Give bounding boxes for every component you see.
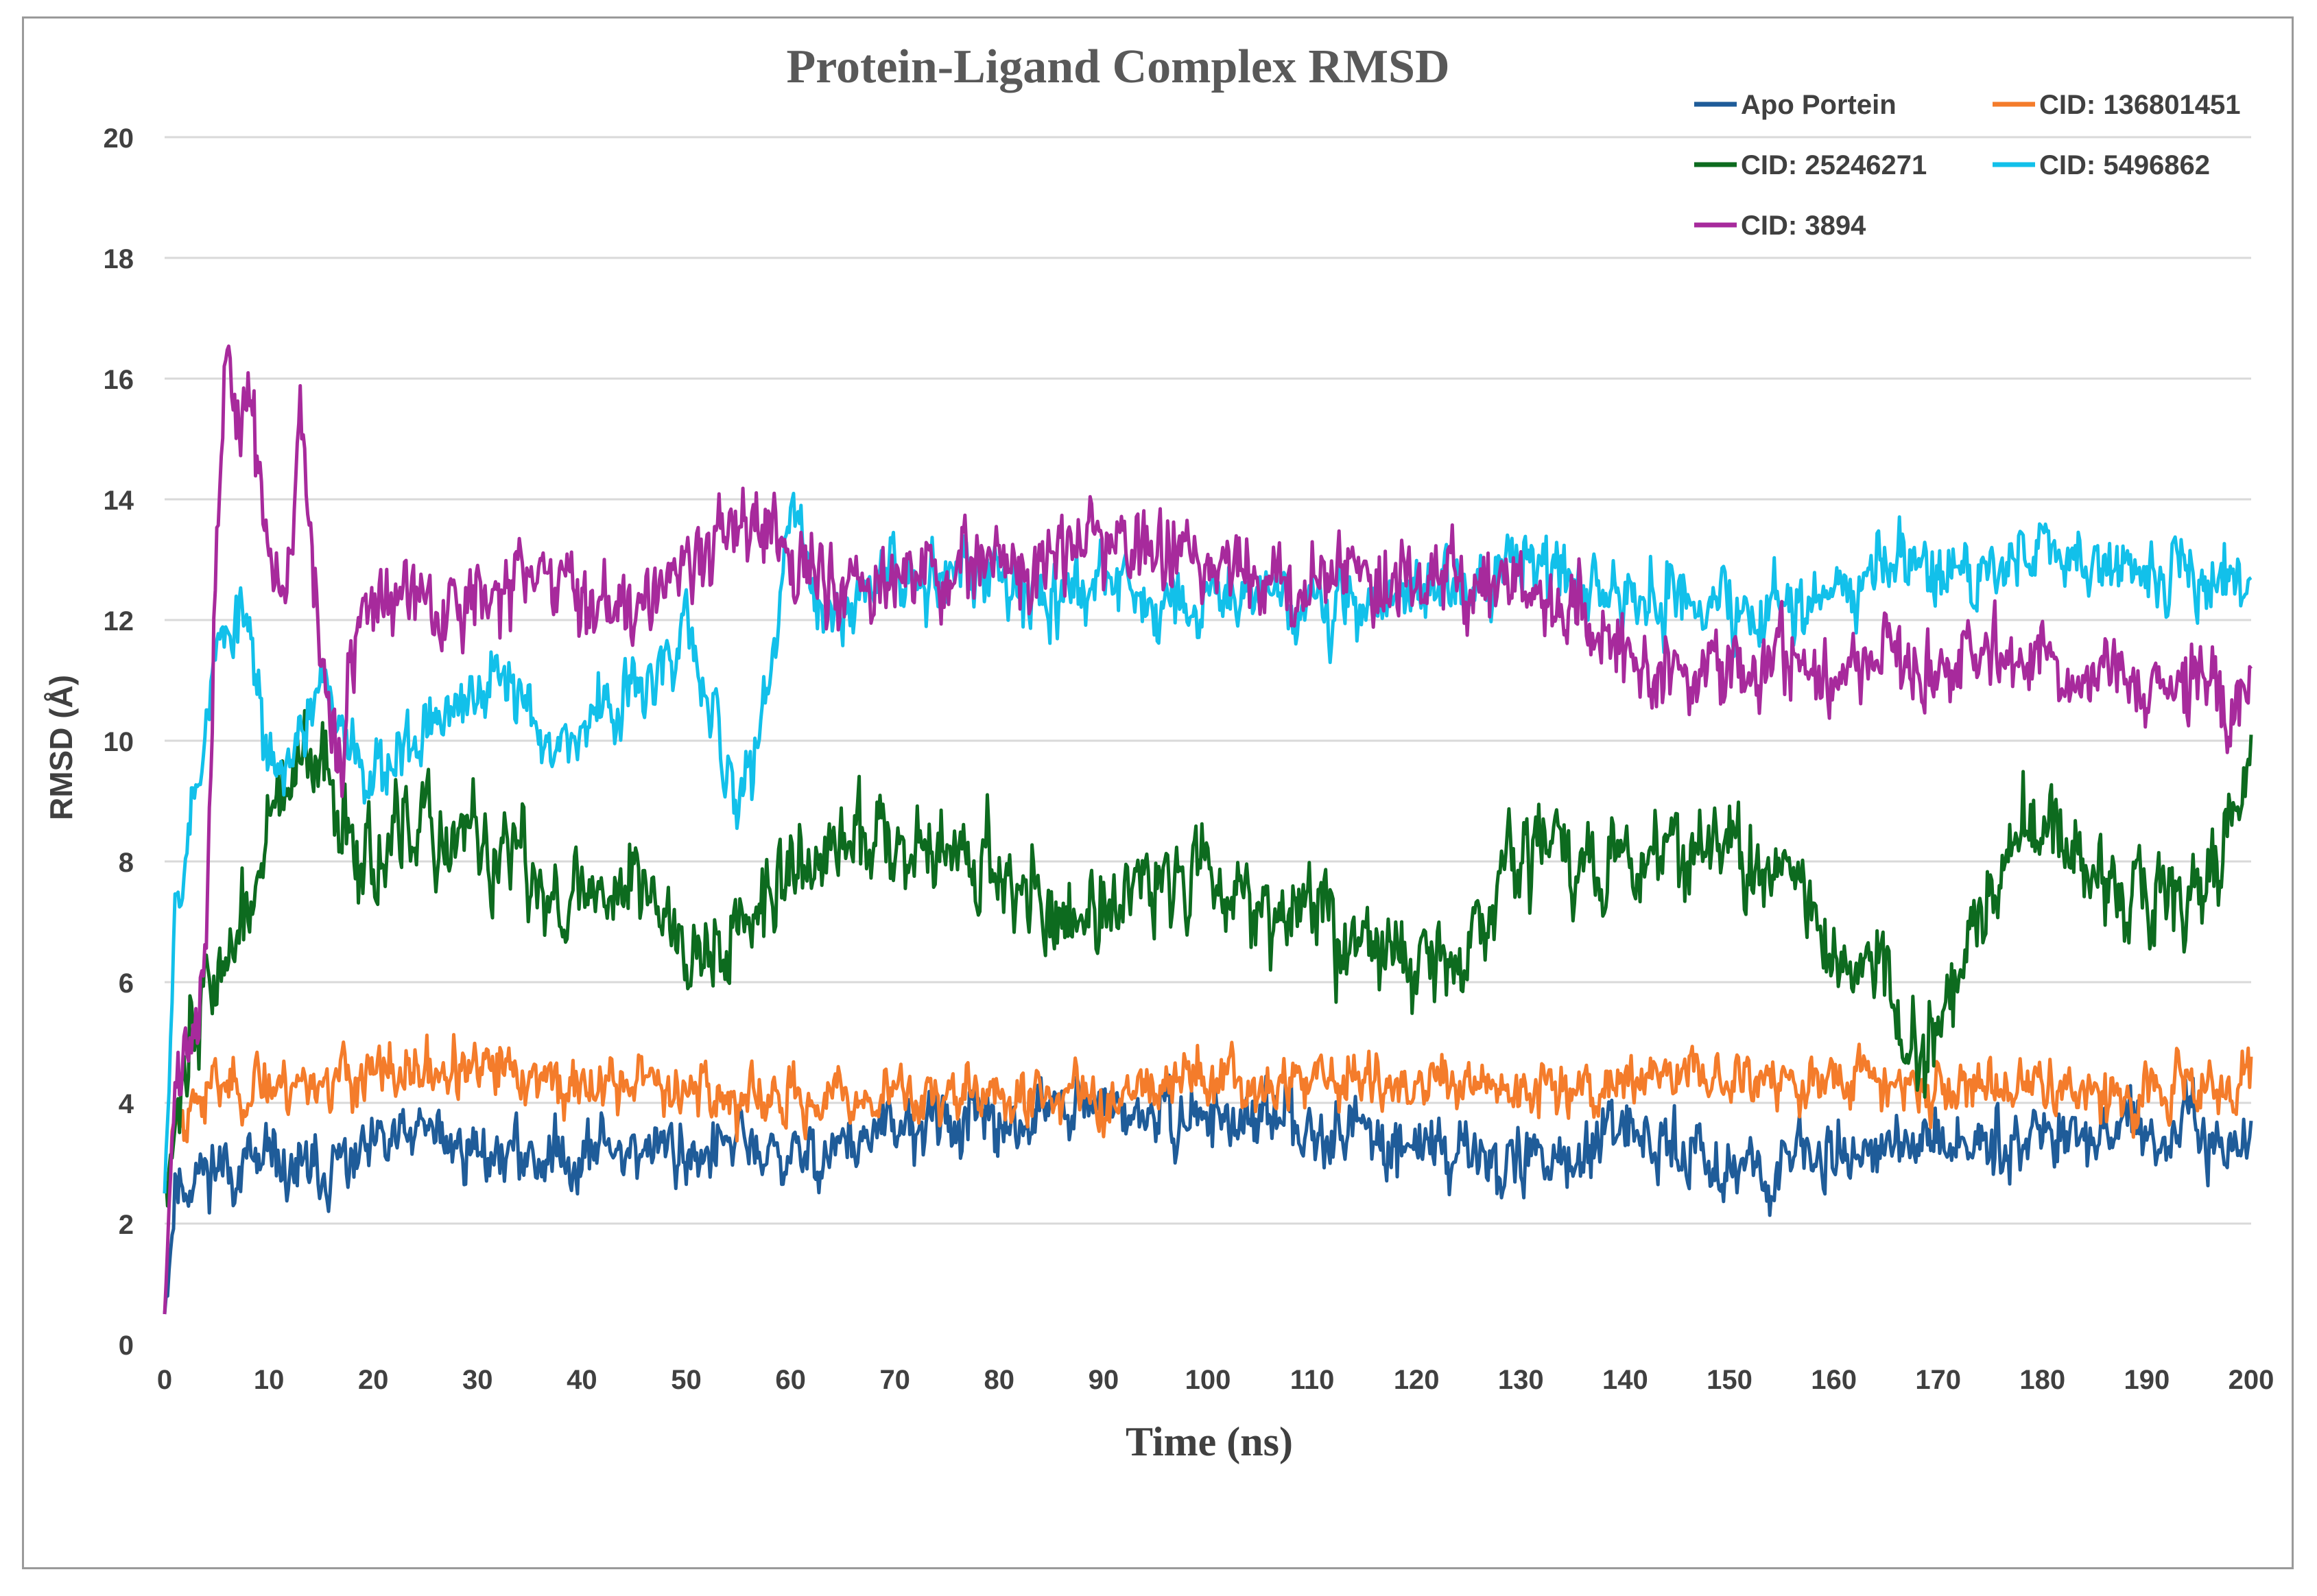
x-axis-ticks: 0 10 20 30 40 50 60 70 80 90 100 110 120 130 140 150 160… (157, 1365, 2274, 1395)
x-tick-label: 130 (1498, 1365, 1544, 1395)
x-tick-label: 110 (1290, 1365, 1335, 1395)
y-tick-label: 4 (119, 1089, 134, 1119)
x-tick-label: 160 (1811, 1365, 1857, 1395)
x-tick-label: 190 (2124, 1365, 2170, 1395)
series-line-4 (163, 492, 2253, 1194)
legend-label: CID: 3894 (1741, 211, 1866, 241)
y-tick-label: 8 (119, 848, 134, 878)
y-tick-label: 12 (104, 606, 134, 636)
x-tick-label: 180 (2019, 1365, 2065, 1395)
x-tick-label: 40 (567, 1365, 597, 1395)
x-tick-label: 80 (984, 1365, 1015, 1395)
y-tick-label: 6 (119, 968, 134, 999)
x-tick-label: 100 (1185, 1365, 1231, 1395)
x-tick-label: 140 (1602, 1365, 1648, 1395)
series-line-1 (163, 1073, 2253, 1315)
chart-title: Protein-Ligand Complex RMSD (786, 40, 1449, 93)
y-tick-label: 16 (104, 365, 134, 395)
y-tick-label: 2 (119, 1210, 134, 1240)
x-tick-label: 150 (1707, 1365, 1752, 1395)
x-tick-label: 30 (462, 1365, 493, 1395)
series-line-3 (163, 708, 2253, 1208)
series-line-5 (163, 344, 2253, 1315)
x-tick-label: 120 (1394, 1365, 1440, 1395)
chart-frame (22, 16, 2294, 1569)
y-axis-ticks: 0 2 4 6 8 10 12 14 16 18 20 (104, 123, 134, 1361)
x-tick-label: 10 (254, 1365, 285, 1395)
gridlines (165, 136, 2251, 1225)
y-tick-label: 14 (104, 486, 134, 516)
series-lines (163, 344, 2253, 1315)
x-tick-label: 0 (157, 1365, 172, 1395)
x-tick-label: 200 (2229, 1365, 2274, 1395)
legend: Apo Portein CID: 136801451 CID: 25246271 CI… (1694, 90, 2241, 241)
x-axis-label: Time (ns) (1126, 1419, 1293, 1464)
x-tick-label: 170 (1915, 1365, 1961, 1395)
legend-label: CID: 25246271 (1741, 150, 1927, 180)
y-tick-label: 18 (104, 244, 134, 274)
x-tick-label: 50 (671, 1365, 702, 1395)
y-tick-label: 20 (104, 123, 134, 154)
series-line-2 (163, 1033, 2253, 1194)
x-tick-label: 60 (775, 1365, 806, 1395)
y-tick-label: 10 (104, 727, 134, 757)
legend-label: CID: 5496862 (2039, 150, 2210, 180)
x-tick-label: 90 (1089, 1365, 1119, 1395)
y-tick-label: 0 (119, 1331, 134, 1361)
legend-label: Apo Portein (1741, 90, 1897, 120)
x-tick-label: 70 (879, 1365, 910, 1395)
legend-label: CID: 136801451 (2039, 90, 2241, 120)
x-tick-label: 20 (358, 1365, 389, 1395)
y-axis-label: RMSD (Å) (43, 675, 79, 820)
